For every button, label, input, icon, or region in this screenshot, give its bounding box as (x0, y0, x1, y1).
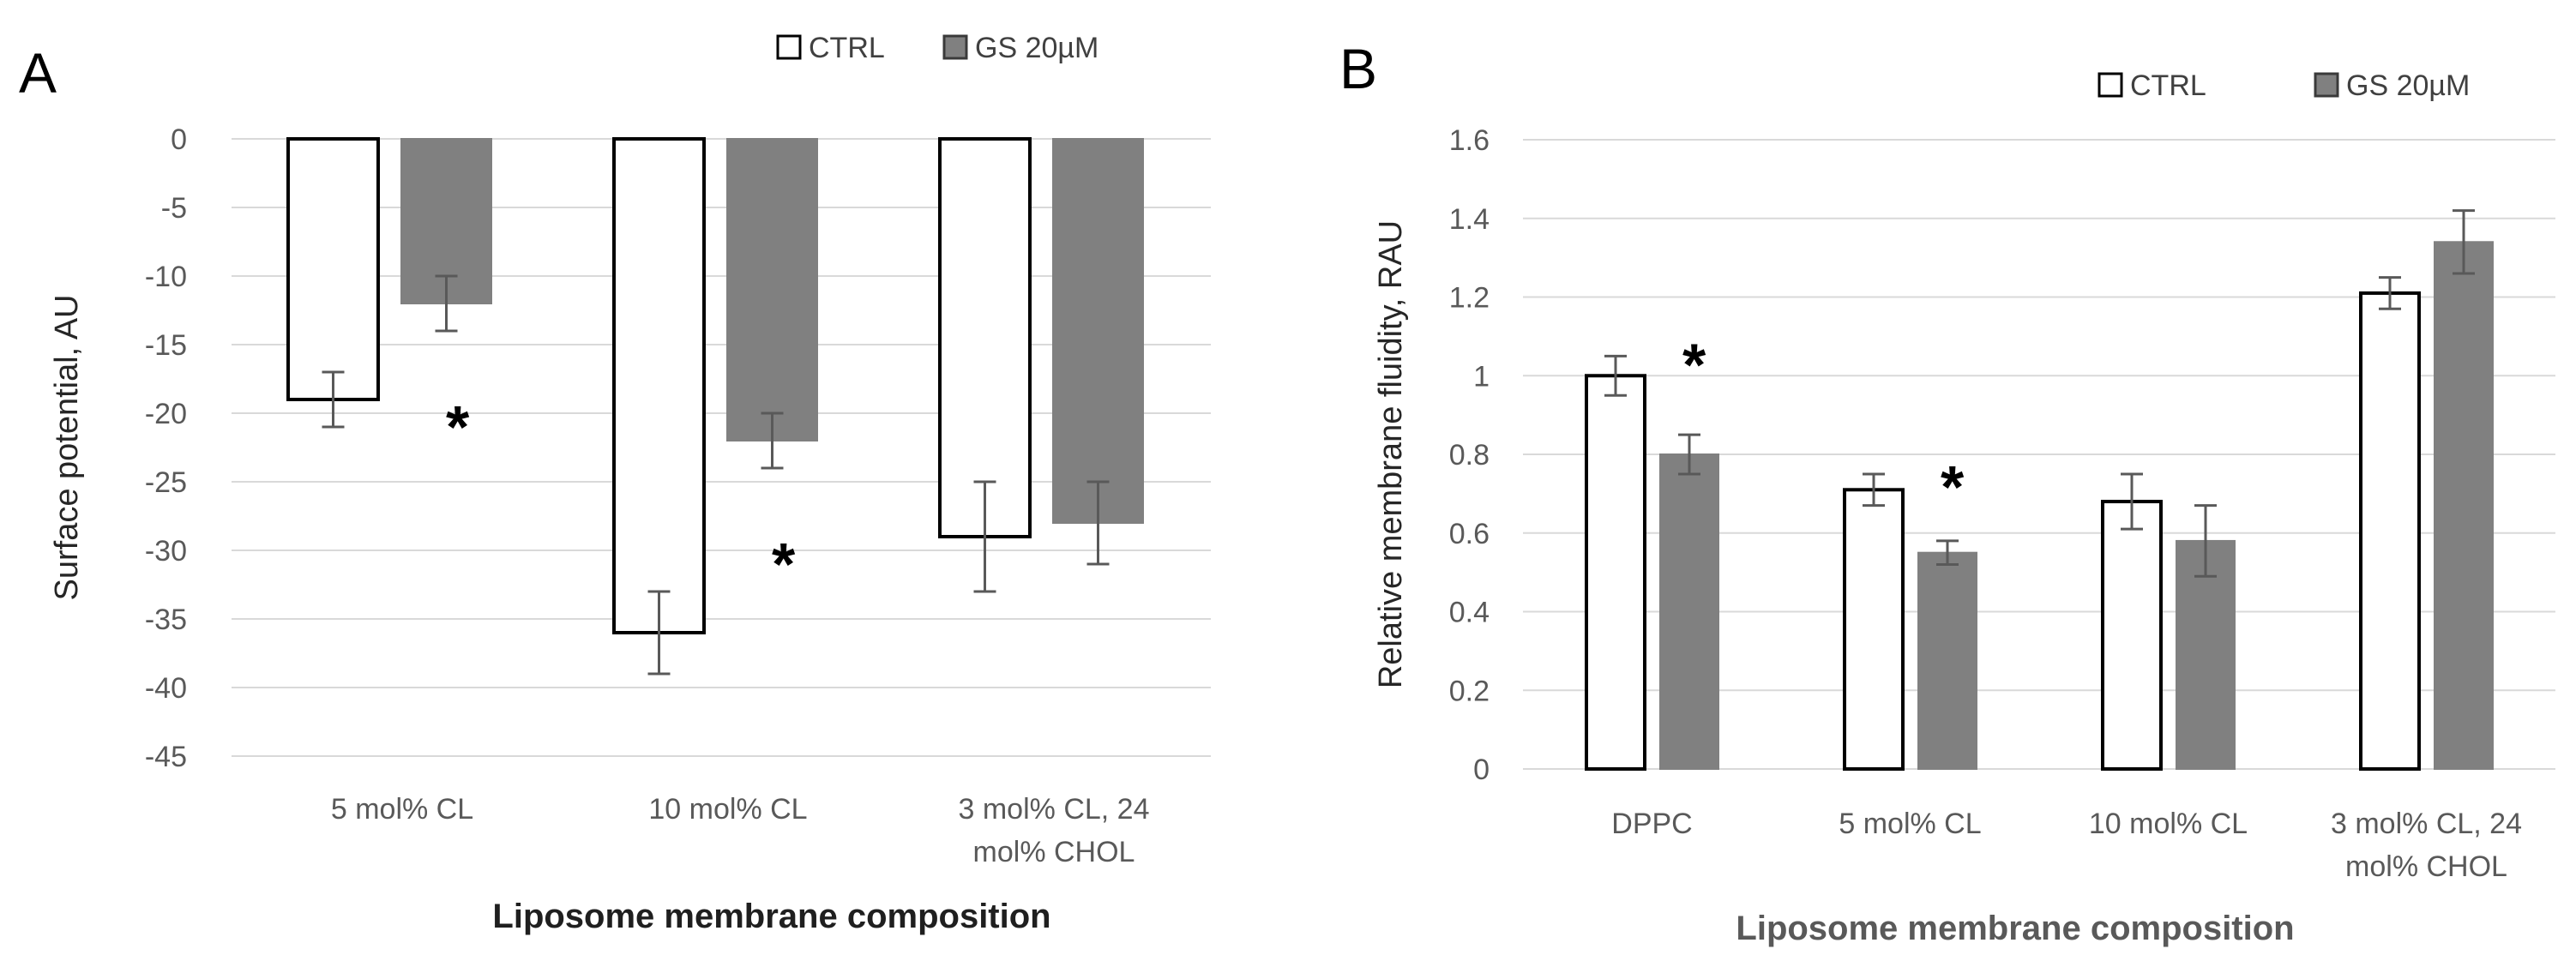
bar-ctrl (1843, 488, 1905, 771)
bar-ctrl (2359, 291, 2421, 772)
significance-star: * (1682, 332, 1706, 399)
y-tick-label: -20 (145, 398, 187, 430)
y-tick-label: 1.4 (1449, 203, 1490, 236)
significance-star: * (446, 393, 470, 460)
legend-swatch (2314, 72, 2339, 98)
y-tick-label: -25 (145, 466, 187, 499)
x-category-label: 10 mol% CL (648, 793, 807, 826)
legend-label: CTRL (809, 32, 885, 64)
y-axis-title: Relative membrane fluidity, RAU (1373, 220, 1409, 688)
y-tick-label: 0.8 (1449, 439, 1490, 471)
x-axis-title: Liposome membrane composition (1736, 910, 2294, 947)
x-category-label: 5 mol% CL (1839, 808, 1981, 840)
y-tick-label: -35 (145, 604, 187, 636)
panel-b-letter: B (1339, 37, 1377, 100)
bar-gs (1917, 551, 1977, 770)
y-tick-label: 0.6 (1449, 518, 1490, 550)
bar-ctrl (612, 137, 706, 634)
y-tick-label: 0 (1473, 754, 1490, 786)
panel-a-chart: A 0 -5 -10 -15 -20 -25 -30 -35 -40 -45 * * 5 mol% CL… (19, 32, 1211, 935)
bar-gs (1052, 138, 1144, 524)
y-tick-label: 1 (1473, 360, 1490, 393)
bar-gs (1659, 453, 1719, 770)
legend-label: GS 20µM (975, 32, 1098, 64)
y-tick-label: -5 (161, 192, 187, 225)
bar-gs (2176, 539, 2236, 770)
significance-star: * (1941, 453, 1965, 520)
y-tick-label: -15 (145, 329, 187, 362)
y-tick-label: 0 (171, 123, 187, 156)
bar-ctrl (1585, 374, 1646, 771)
legend-swatch (942, 34, 968, 60)
bar-ctrl (286, 137, 380, 401)
y-tick-label: -30 (145, 535, 187, 568)
y-tick-label: 0.4 (1449, 597, 1490, 629)
y-axis-title: Surface potential, AU (49, 295, 85, 601)
x-category-label: mol% CHOL (2345, 850, 2507, 883)
x-category-label: 3 mol% CL, 24 (959, 793, 1150, 826)
legend-swatch (776, 34, 802, 60)
bar-gs (2434, 241, 2494, 770)
legend-swatch (2098, 72, 2123, 98)
panel-a-letter: A (19, 41, 57, 105)
legend-label: GS 20µM (2346, 69, 2470, 102)
y-tick-label: -40 (145, 672, 187, 705)
x-category-label: 10 mol% CL (2089, 808, 2248, 840)
x-axis-title: Liposome membrane composition (492, 898, 1050, 935)
panel-b-chart: B 0 0.2 0.4 0.6 0.8 1 1.2 1.4 1.6 * * DPPC 5 mol% CL… (1339, 37, 2555, 947)
x-category-label: DPPC (1611, 808, 1692, 840)
y-tick-label: 0.2 (1449, 675, 1490, 707)
legend-label: CTRL (2130, 69, 2206, 102)
significance-star: * (772, 531, 796, 598)
x-category-label: 3 mol% CL, 24 (2331, 808, 2522, 840)
bar-ctrl (938, 137, 1032, 538)
y-tick-label: -10 (145, 261, 187, 293)
y-tick-label: 1.2 (1449, 282, 1490, 315)
x-category-label: 5 mol% CL (331, 793, 473, 826)
y-tick-label: -45 (145, 741, 187, 773)
y-tick-label: 1.6 (1449, 124, 1490, 157)
bar-ctrl (2101, 500, 2163, 771)
x-category-label: mol% CHOL (973, 836, 1135, 868)
bar-gs (726, 138, 818, 441)
